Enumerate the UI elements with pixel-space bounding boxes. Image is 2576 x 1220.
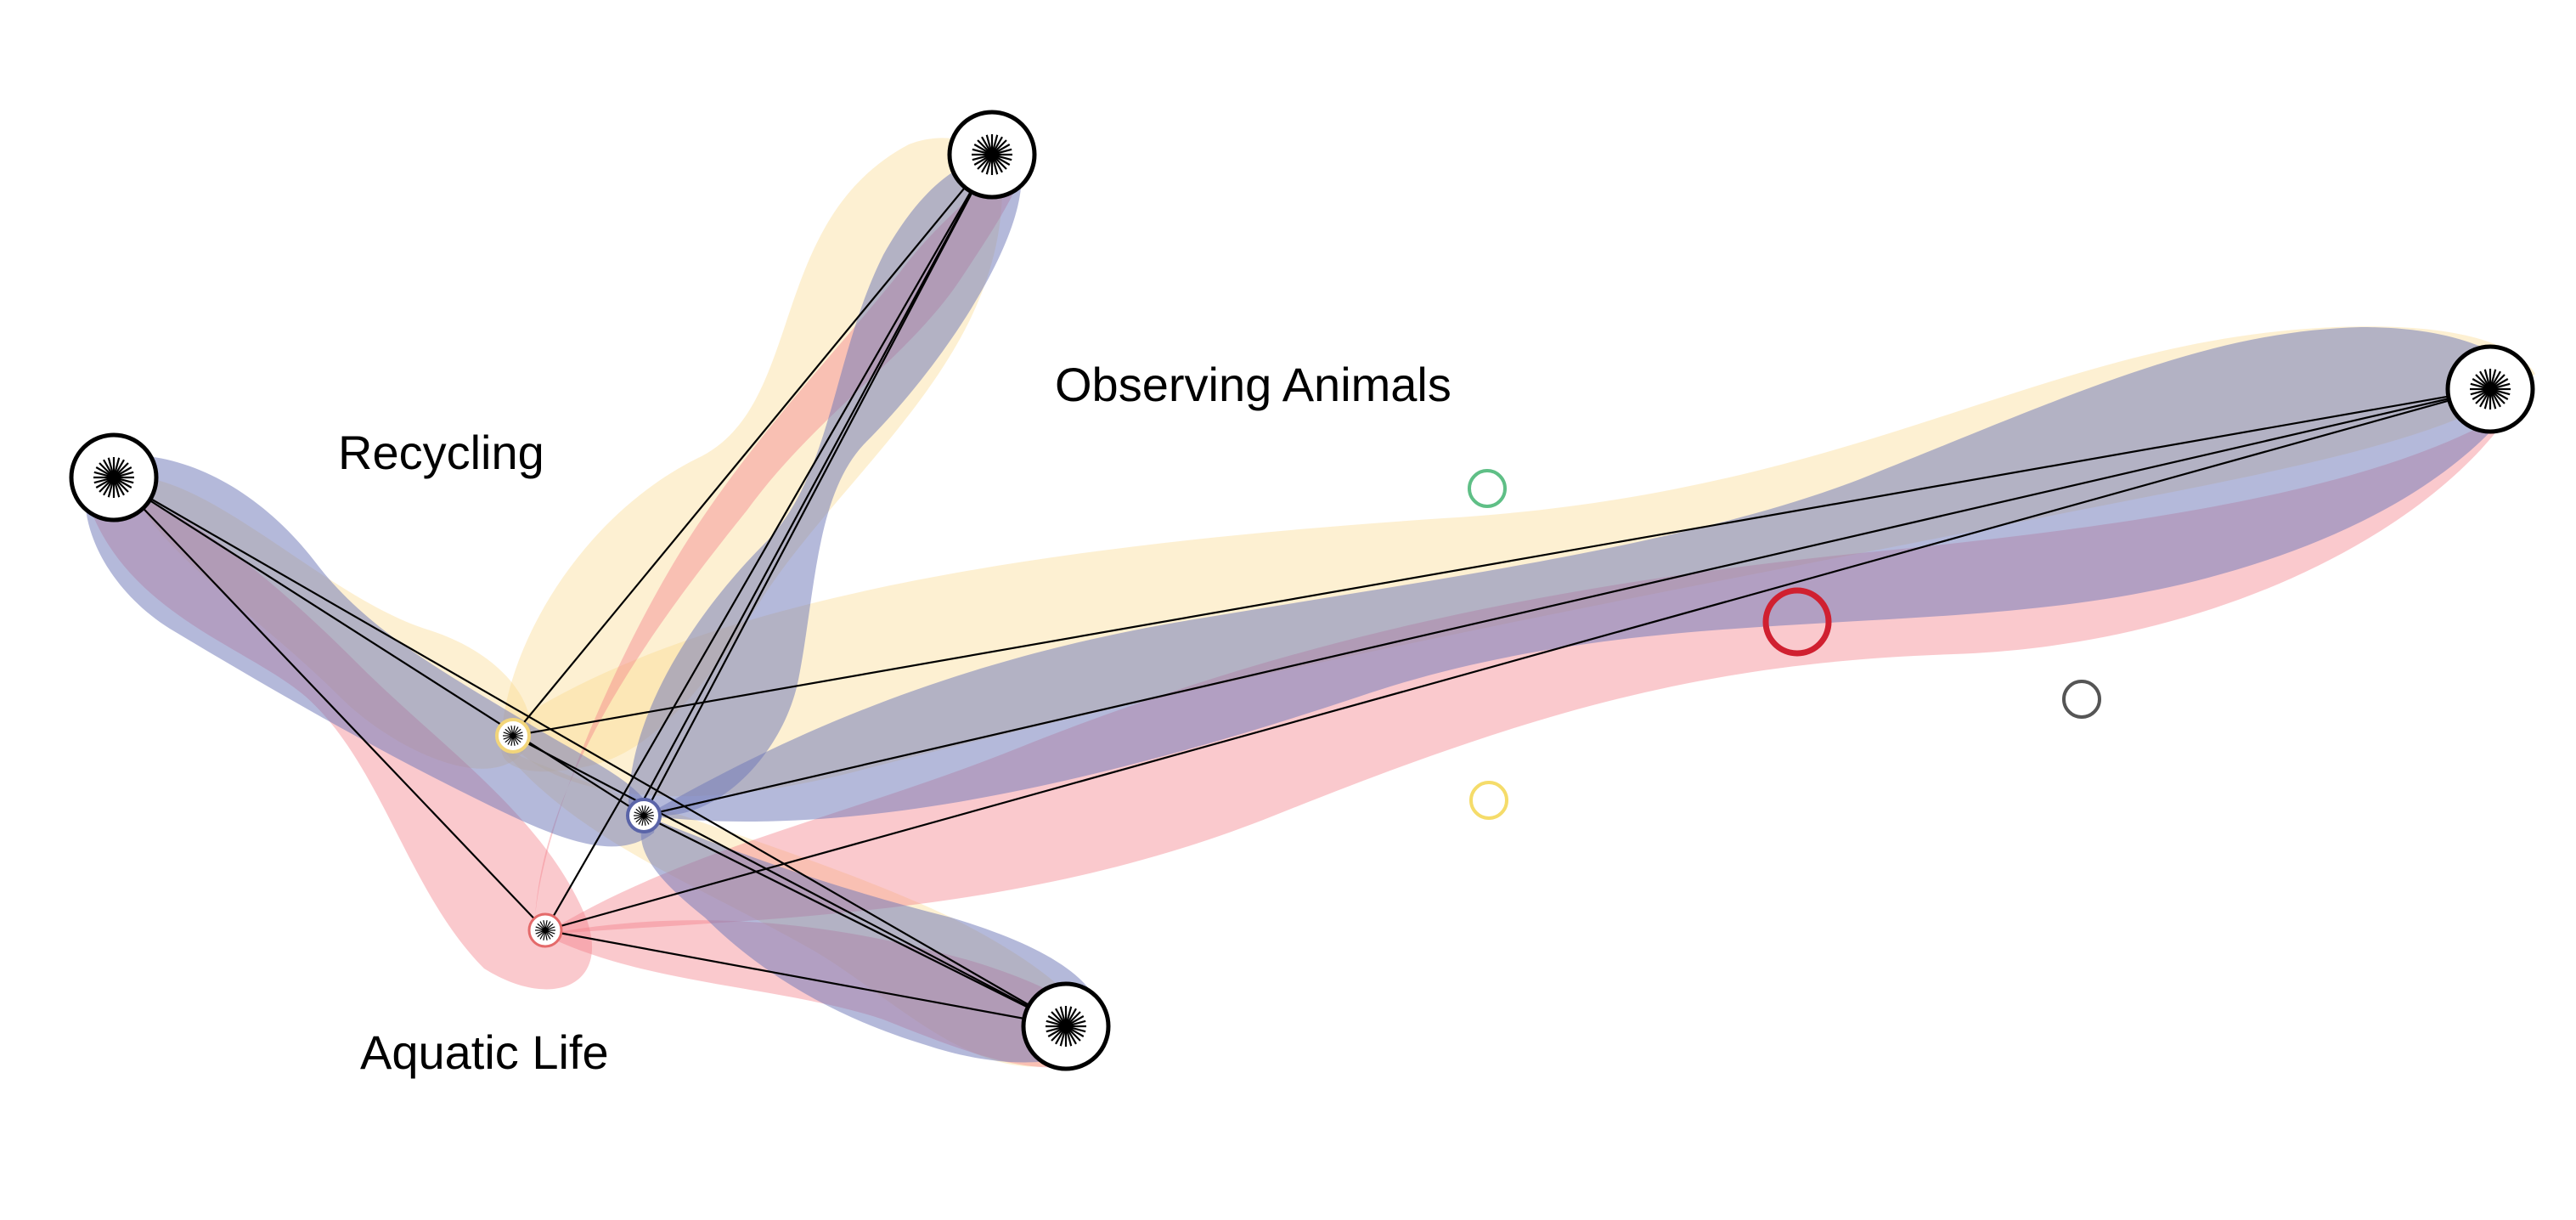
edge-left-red xyxy=(113,477,546,931)
edge-right-blue xyxy=(643,387,2491,817)
edge-lines xyxy=(113,154,2491,1028)
label-aquatic-life: Aquatic Life xyxy=(360,1025,609,1079)
topic-node-top[interactable] xyxy=(947,110,1037,200)
starburst-icon xyxy=(503,726,523,746)
hub-nodes xyxy=(495,718,662,948)
hub-yellow-node[interactable] xyxy=(495,718,531,754)
topic-node-left[interactable] xyxy=(69,432,159,522)
edge-top-yellow xyxy=(512,154,993,737)
label-recycling: Recycling xyxy=(338,426,544,479)
edge-left-bottom xyxy=(113,477,1067,1027)
edge-right-red xyxy=(544,387,2491,932)
edge-top-blue-b xyxy=(632,154,993,821)
hub-blue-node[interactable] xyxy=(626,798,662,833)
blue-band-bottom xyxy=(640,816,1104,1063)
starburst-icon xyxy=(972,134,1012,175)
starburst-icon xyxy=(535,920,555,940)
green-marker xyxy=(1468,469,1507,508)
red-marker xyxy=(1762,587,1832,657)
blue-band-top xyxy=(628,156,1022,816)
topic-node-right[interactable] xyxy=(2445,344,2535,434)
topic-node-bottom[interactable] xyxy=(1021,981,1111,1071)
starburst-icon xyxy=(634,805,654,826)
marker-circles xyxy=(1468,469,2101,820)
edge-blue-bottom xyxy=(643,815,1067,1027)
yellow-marker xyxy=(1469,781,1508,820)
topic-nodes xyxy=(69,110,2535,1071)
gray-marker xyxy=(2062,680,2101,719)
label-observing-animals: Observing Animals xyxy=(1055,358,1451,411)
edge-top-blue-a xyxy=(643,154,993,816)
hub-red-node[interactable] xyxy=(527,912,563,948)
blue-band-right xyxy=(645,327,2531,822)
edge-yellow-bottom xyxy=(512,735,1067,1027)
starburst-icon xyxy=(93,457,134,498)
starburst-icon xyxy=(2470,369,2511,409)
starburst-icon xyxy=(1046,1006,1086,1047)
edge-top-red xyxy=(544,154,993,931)
edge-red-bottom xyxy=(544,929,1067,1028)
edge-right-yellow xyxy=(512,387,2491,737)
edge-left-blue xyxy=(113,477,645,816)
